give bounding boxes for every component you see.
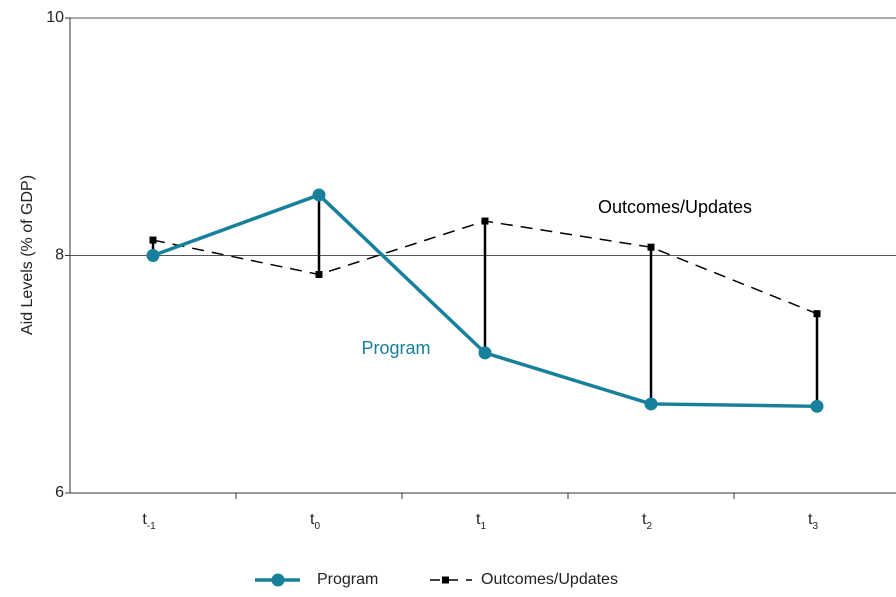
- x-tick-label: t-1: [142, 511, 156, 531]
- x-tick-sub: 3: [812, 521, 818, 532]
- x-tick-sub: 0: [314, 521, 320, 532]
- legend-label: Program: [317, 571, 378, 588]
- legend-label: Outcomes/Updates: [481, 571, 618, 588]
- x-tick-sub: 1: [480, 521, 486, 532]
- x-tick-base: t: [808, 511, 813, 528]
- y-axis-label: Aid Levels (% of GDP): [19, 175, 36, 335]
- annotation: Outcomes/Updates: [598, 197, 752, 217]
- x-tick-base: t: [310, 511, 315, 528]
- point: [315, 271, 323, 278]
- point: [149, 236, 157, 244]
- legend-marker: [442, 576, 449, 584]
- point: [647, 243, 655, 251]
- x-tick-base: t: [642, 511, 647, 528]
- point: [481, 217, 489, 225]
- x-tick-base: t: [476, 511, 481, 528]
- x-tick-label: t0: [310, 511, 320, 531]
- legend-marker: [271, 573, 285, 587]
- point: [478, 346, 492, 360]
- x-tick-base: t: [142, 511, 147, 528]
- x-tick-label: t3: [808, 511, 818, 531]
- point: [312, 188, 326, 202]
- y-tick-label: 8: [55, 247, 64, 264]
- point: [644, 397, 658, 411]
- point: [813, 310, 821, 318]
- y-tick-label: 6: [55, 484, 64, 501]
- x-tick-sub: -1: [147, 521, 156, 532]
- point: [810, 399, 824, 413]
- point: [146, 249, 160, 262]
- y-tick-label: 10: [46, 9, 64, 26]
- annotation: Program: [361, 338, 430, 358]
- x-tick-sub: 2: [646, 521, 652, 532]
- x-tick-label: t1: [476, 511, 486, 531]
- x-tick-label: t2: [642, 511, 652, 531]
